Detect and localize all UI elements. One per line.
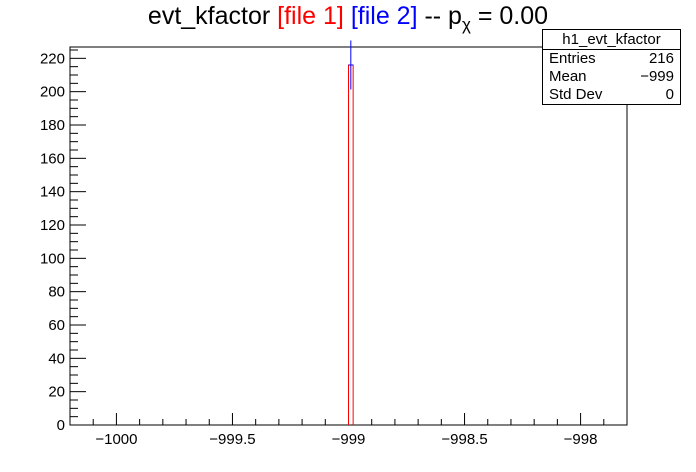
y-tick-label: 120 <box>40 217 65 234</box>
y-tick-label: 80 <box>48 284 65 301</box>
stats-row-mean: Mean −999 <box>543 68 680 86</box>
stats-row-entries: Entries 216 <box>543 50 680 68</box>
y-tick-label: 60 <box>48 317 65 334</box>
x-tick-label: −998.5 <box>441 431 487 448</box>
y-tick-label: 200 <box>40 84 65 101</box>
y-tick-label: 100 <box>40 250 65 267</box>
chart-title: evt_kfactor [file 1] [file 2] -- pχ = 0.… <box>0 2 696 35</box>
y-tick-label: 20 <box>48 384 65 401</box>
title-pvalue: = 0.00 <box>470 2 549 30</box>
stats-name: h1_evt_kfactor <box>543 30 680 50</box>
title-file2: [file 2] <box>350 2 418 30</box>
title-main: evt_kfactor <box>147 2 278 30</box>
stats-label: Mean <box>549 68 587 85</box>
x-tick-label: −999 <box>332 431 366 448</box>
stats-value: −999 <box>640 68 674 85</box>
histogram-bar-file1 <box>348 64 354 425</box>
x-tick-label: −1000 <box>95 431 137 448</box>
y-tick-label: 0 <box>57 417 65 434</box>
x-tick-label: −998 <box>564 431 598 448</box>
x-tick-label: −999.5 <box>209 431 255 448</box>
stats-value: 0 <box>665 86 674 103</box>
stats-label: Std Dev <box>549 86 603 103</box>
title-chi: χ <box>461 15 471 34</box>
stats-value: 216 <box>648 50 674 67</box>
stats-box: h1_evt_kfactor Entries 216 Mean −999 Std… <box>542 29 681 105</box>
y-tick-label: 220 <box>40 50 65 67</box>
title-file1: [file 1] <box>277 2 344 30</box>
title-sep: -- p <box>417 2 462 30</box>
stats-label: Entries <box>549 50 596 67</box>
y-tick-label: 40 <box>48 350 65 367</box>
stats-row-stddev: Std Dev 0 <box>543 86 680 104</box>
y-tick-label: 140 <box>40 184 65 201</box>
y-tick-label: 180 <box>40 117 65 134</box>
y-tick-label: 160 <box>40 150 65 167</box>
